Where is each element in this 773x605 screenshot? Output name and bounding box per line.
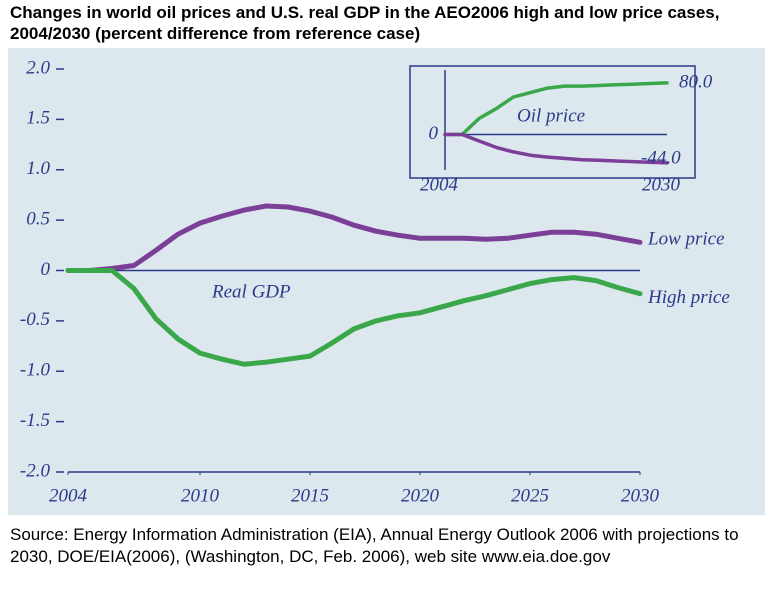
value-label: -44.0	[641, 147, 681, 168]
x-tick-label: 2004	[420, 174, 459, 195]
series-line	[443, 81, 669, 137]
x-tick-label: 2030	[642, 174, 681, 195]
y-tick-label: -0.5	[20, 309, 50, 330]
y-tick-label: 2.0	[26, 57, 50, 78]
x-tick-label: 2010	[181, 485, 220, 506]
y-tick-label: -1.0	[20, 360, 51, 381]
chart-title: Changes in world oil prices and U.S. rea…	[10, 3, 720, 43]
annotation: Oil price	[517, 105, 585, 126]
source-note: Source: Energy Information Administratio…	[10, 525, 739, 566]
x-tick-label: 2004	[49, 485, 88, 506]
y-tick-label: 1.0	[26, 158, 50, 179]
inset-frame	[409, 65, 696, 179]
y-tick-label: 0.5	[26, 208, 50, 229]
x-tick-label: 2015	[291, 485, 329, 506]
x-tick-label: 2030	[621, 485, 660, 506]
annotation: Real GDP	[211, 281, 291, 302]
y-tick-label: 0	[429, 123, 439, 144]
series-line	[65, 268, 643, 367]
y-tick-label: 1.5	[26, 108, 50, 129]
series-label: Low price	[647, 229, 725, 250]
x-tick-label: 2020	[401, 485, 440, 506]
y-tick-label: -2.0	[20, 460, 51, 481]
x-tick-label: 2025	[511, 485, 549, 506]
y-tick-label: 0	[41, 259, 51, 280]
series-line	[443, 132, 669, 165]
y-tick-label: -1.5	[20, 410, 50, 431]
value-label: 80.0	[679, 71, 713, 92]
series-line	[65, 203, 643, 273]
chart-background	[8, 48, 765, 515]
series-label: High price	[647, 287, 730, 308]
